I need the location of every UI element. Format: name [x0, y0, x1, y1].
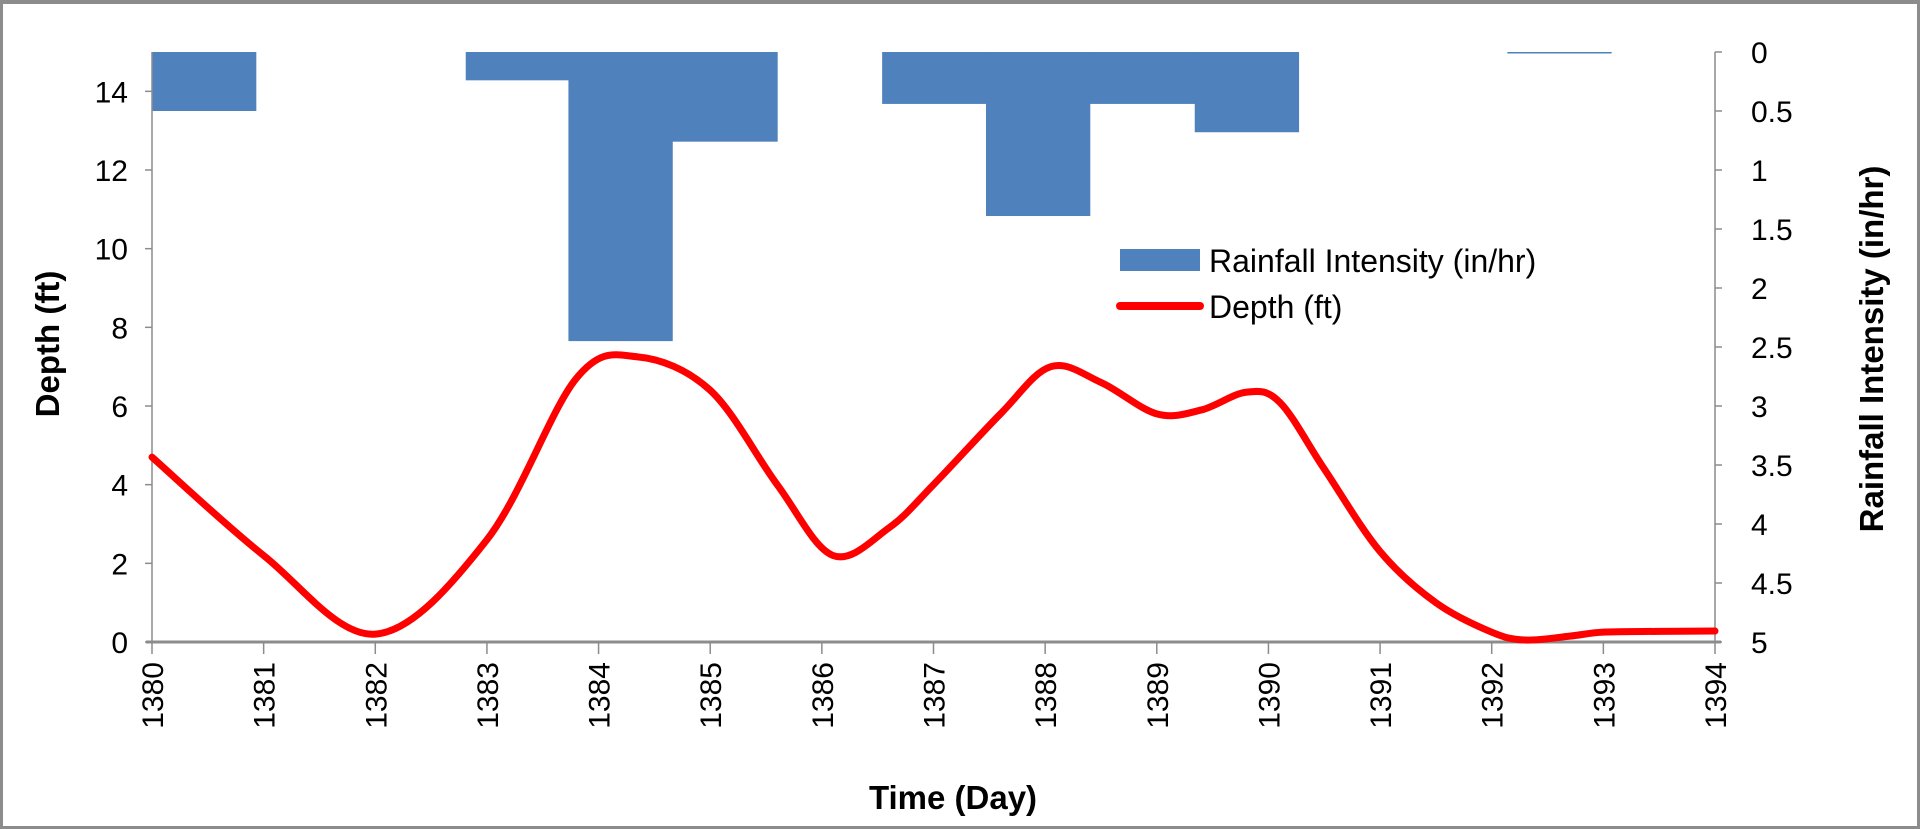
x-tick-label: 1390: [1253, 662, 1286, 729]
legend-label-rainfall: Rainfall Intensity (in/hr): [1209, 243, 1536, 279]
y-tick-label: 8: [111, 312, 128, 345]
x-tick-label: 1389: [1142, 662, 1175, 729]
legend: Rainfall Intensity (in/hr) Depth (ft): [1116, 243, 1536, 325]
y2-axis-title: Rainfall Intensity (in/hr): [1853, 166, 1890, 533]
y2-tick-label: 2: [1751, 273, 1768, 306]
rainfall-bars: [152, 52, 1612, 342]
rainfall-bar: [152, 52, 257, 111]
y-tick-label: 2: [111, 548, 128, 581]
x-tick-label: 1386: [807, 662, 840, 729]
x-tick-label: 1392: [1477, 662, 1510, 729]
axes: [145, 51, 1722, 654]
x-tick-label: 1380: [137, 662, 170, 729]
y-tick-label: 6: [111, 391, 128, 424]
x-tick-label: 1382: [360, 662, 393, 729]
rainfall-bar: [672, 52, 778, 142]
y-axis-title: Depth (ft): [29, 271, 66, 418]
y2-tick-label: 0.5: [1751, 96, 1793, 129]
x-tick-label: 1387: [919, 662, 952, 729]
y2-tick-label: 1.5: [1751, 214, 1793, 247]
x-tick-label: 1388: [1030, 662, 1063, 729]
y-tick-label: 10: [95, 234, 128, 267]
depth-line: [148, 351, 1719, 644]
depth-line-group: [148, 351, 1719, 644]
y2-tick-label: 4: [1751, 509, 1768, 542]
rainfall-bar: [1507, 52, 1612, 54]
x-axis-title: Time (Day): [869, 779, 1037, 816]
legend-label-depth: Depth (ft): [1209, 289, 1342, 325]
y2-tick-label: 5: [1751, 627, 1768, 660]
rainfall-bar: [1194, 52, 1300, 133]
x-tick-label: 1385: [695, 662, 728, 729]
legend-swatch-rainfall: [1120, 249, 1200, 271]
rainfall-bar: [465, 52, 569, 81]
x-tick-label: 1383: [472, 662, 505, 729]
y-tick-label: 0: [111, 627, 128, 660]
y2-tick-label: 0: [1751, 37, 1768, 70]
y2-tick-label: 3.5: [1751, 450, 1793, 483]
tick-labels: 1380 1381 1382 1383 1384 1385 1386 1387 1388 1389…: [95, 37, 1793, 729]
x-tick-label: 1394: [1700, 662, 1733, 729]
y-tick-label: 4: [111, 470, 128, 503]
x-tick-label: 1391: [1365, 662, 1398, 729]
rainfall-bar: [985, 52, 1091, 217]
rainfall-bar: [568, 52, 673, 342]
y-tick-label: 14: [95, 76, 128, 109]
rainfall-bar: [882, 52, 987, 104]
combo-chart: 1380 1381 1382 1383 1384 1385 1386 1387 1388 1389…: [29, 37, 1890, 816]
y2-tick-label: 3: [1751, 391, 1768, 424]
y2-tick-label: 1: [1751, 155, 1768, 188]
rainfall-bar: [1089, 52, 1196, 104]
x-tick-label: 1384: [584, 662, 617, 729]
x-tick-label: 1381: [249, 662, 282, 729]
y2-tick-label: 4.5: [1751, 568, 1793, 601]
y2-tick-label: 2.5: [1751, 332, 1793, 365]
y-tick-label: 12: [95, 155, 128, 188]
x-tick-label: 1393: [1588, 662, 1621, 729]
